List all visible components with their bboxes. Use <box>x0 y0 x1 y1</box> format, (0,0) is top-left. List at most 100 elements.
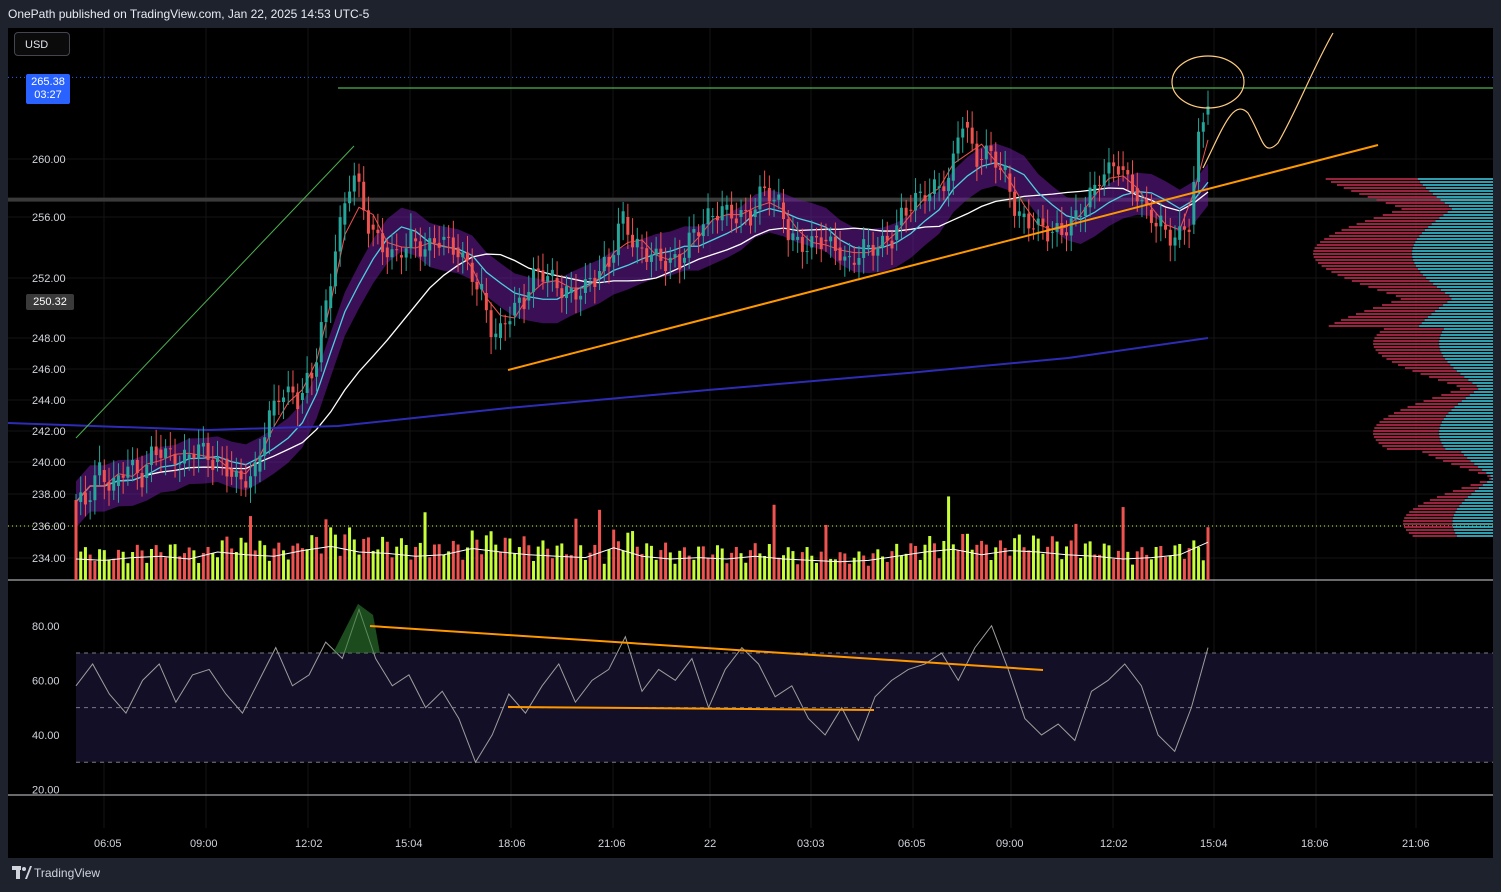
volume-profile-bar-up <box>1443 418 1493 420</box>
candle-body <box>819 237 823 250</box>
volume-bar <box>612 529 616 580</box>
candle-body <box>475 281 479 290</box>
candle-body <box>1065 232 1068 236</box>
candle-body <box>734 218 738 224</box>
candle-body <box>763 186 767 189</box>
candle-body <box>1192 181 1196 225</box>
candle-body <box>1140 199 1144 202</box>
volume-bar <box>1017 534 1021 580</box>
chart-canvas[interactable]: 260.00 256.00 252.00 248.00 246.00 244.00 242.… <box>8 28 1493 858</box>
volume-profile-bar-down <box>1477 472 1487 474</box>
candle-body <box>112 477 116 491</box>
candle-body <box>338 217 342 252</box>
chart-panel[interactable]: 260.00 256.00 252.00 248.00 246.00 244.00 242.… <box>8 28 1493 858</box>
volume-profile-bar-down <box>1394 412 1449 414</box>
candle-body <box>956 137 960 154</box>
volume-bar <box>135 544 139 580</box>
footer: TradingView <box>0 858 1501 892</box>
candle-body <box>640 247 644 249</box>
volume-profile-bar-up <box>1443 355 1493 357</box>
candle-body <box>1201 122 1205 132</box>
volume-profile-bar-down <box>1395 205 1449 207</box>
volume-bar <box>805 547 809 580</box>
currency-button[interactable]: USD <box>14 32 70 56</box>
candle-body <box>857 258 861 265</box>
volume-profile-bar-up <box>1445 292 1493 294</box>
candle-body <box>753 209 757 217</box>
volume-bar <box>362 538 366 580</box>
candle-body <box>249 476 253 488</box>
volume-bar <box>499 551 502 580</box>
volume-bar <box>517 547 521 580</box>
volume-bar <box>282 550 286 580</box>
footer-brand[interactable]: TradingView <box>34 866 101 880</box>
volume-bar <box>121 551 125 580</box>
secondary-price-badge: 250.32 <box>26 294 74 310</box>
candle-body <box>362 181 366 211</box>
volume-profile-bar-up <box>1440 289 1493 291</box>
volume-bar <box>83 547 87 580</box>
candle-body <box>843 256 847 261</box>
volume-profile-bar-up <box>1454 406 1493 408</box>
volume-profile-bar-up <box>1429 190 1493 192</box>
candle-body <box>418 241 422 257</box>
volume-profile-bar-down <box>1450 391 1474 393</box>
volume-bar <box>211 553 215 580</box>
volume-bar <box>791 551 795 580</box>
volume-bar <box>885 561 889 580</box>
volume-profile-bar-down <box>1341 229 1425 231</box>
candle-body <box>291 386 295 393</box>
candle-body <box>447 236 451 238</box>
volume-bar <box>216 557 219 580</box>
volume-bar <box>418 542 422 580</box>
volume-profile-bar-up <box>1412 256 1493 258</box>
candle-body <box>852 262 856 265</box>
volume-profile-bar-up <box>1476 385 1493 387</box>
volume-profile-bar-down <box>1456 385 1477 387</box>
volume-bar <box>442 555 446 580</box>
volume-profile-bar-down <box>1382 214 1444 216</box>
candle-body <box>777 194 781 200</box>
volume-profile-bar-down <box>1383 418 1444 420</box>
volume-bar <box>753 543 757 580</box>
price-tick-label: 252.00 <box>32 273 66 285</box>
volume-bar <box>1093 554 1097 580</box>
volume-profile-bar-down <box>1334 322 1422 324</box>
volume-bar <box>1060 559 1064 580</box>
volume-bar <box>451 540 455 580</box>
price-tick-label: 246.00 <box>32 364 66 376</box>
volume-profile-bar-down <box>1373 433 1440 435</box>
rsi-trendline-lower <box>507 706 875 711</box>
volume-profile-bar-down <box>1443 460 1471 462</box>
volume-bar <box>484 535 488 580</box>
volume-profile-bar-down <box>1364 310 1436 312</box>
candle-body <box>706 208 710 225</box>
volume-profile-bar-up <box>1452 520 1493 522</box>
candle-body <box>154 446 158 456</box>
volume-bar <box>234 552 238 580</box>
volume-profile-bar-down <box>1326 268 1418 270</box>
volume-profile-bar-down <box>1373 346 1440 348</box>
candle-body <box>267 410 271 438</box>
candle-body <box>201 442 205 447</box>
volume-bar <box>1079 557 1083 580</box>
candle-body <box>140 472 144 488</box>
candle-body <box>550 269 554 277</box>
candle-body <box>480 284 484 290</box>
volume-bar <box>1135 551 1139 580</box>
volume-bar <box>965 533 969 580</box>
candle-body <box>810 236 814 248</box>
volume-profile-bar-up <box>1445 448 1493 450</box>
rsi-line <box>75 607 1209 764</box>
volume-bar <box>706 557 710 580</box>
candle-body <box>730 204 734 219</box>
candle-body <box>947 177 951 192</box>
candle-body <box>399 255 403 258</box>
volume-profile-bar-down <box>1359 193 1433 195</box>
highlight-circle <box>1171 55 1245 109</box>
price-tick-label: 256.00 <box>32 212 66 224</box>
volume-bar <box>263 545 267 580</box>
volume-bar <box>494 544 498 580</box>
volume-bar <box>201 552 205 580</box>
volume-bar <box>692 559 696 580</box>
